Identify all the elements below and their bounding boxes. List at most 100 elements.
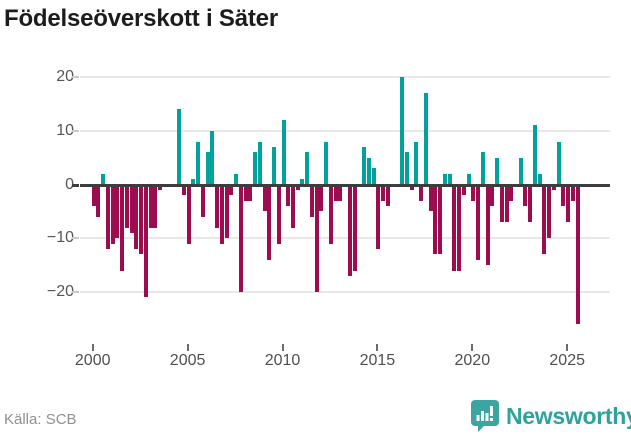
bar-2001-Q4: [124, 184, 129, 228]
bar-2017-Q4: [428, 184, 433, 212]
chart-title: Födelseöverskott i Säter: [4, 5, 278, 32]
bar-2005-Q1: [186, 184, 191, 244]
bar-2022-Q1: [509, 184, 514, 201]
newsworthy-badge-icon: [471, 400, 499, 432]
bar-2005-Q3: [196, 141, 201, 185]
bar-2013-Q3: [347, 184, 352, 276]
bar-2022-Q3: [518, 157, 523, 185]
bar-2005-Q4: [200, 184, 205, 217]
bar-2024-Q4: [561, 184, 566, 206]
bar-2007-Q4: [238, 184, 243, 292]
bar-2003-Q3: [158, 184, 163, 190]
bar-2012-Q3: [328, 184, 333, 244]
bar-2018-Q3: [442, 173, 447, 185]
y-axis-label-0: 0: [65, 175, 74, 193]
bar-2016-Q2: [400, 77, 405, 185]
x-tick-2010: [281, 344, 284, 351]
bar-2020-Q1: [471, 184, 476, 201]
bar-2011-Q4: [314, 184, 319, 292]
bar-2014-Q3: [366, 157, 371, 185]
gridline-y-20: [80, 291, 610, 293]
bar-2022-Q4: [523, 184, 528, 206]
bar-2006-Q4: [219, 184, 224, 244]
bar-2015-Q1: [376, 184, 381, 249]
bar-2002-Q2: [134, 184, 139, 249]
bar-2013-Q4: [352, 184, 357, 271]
bar-2009-Q3: [272, 146, 276, 185]
bar-2017-Q2: [419, 184, 424, 201]
bar-2004-Q4: [181, 184, 186, 196]
y-axis-label--20: −20: [46, 283, 74, 300]
y-tick-10: [72, 129, 79, 132]
bar-2002-Q1: [129, 184, 134, 233]
bar-2009-Q4: [276, 184, 281, 244]
y-tick-0: [72, 183, 79, 187]
bar-2017-Q3: [423, 93, 428, 185]
bar-2007-Q1: [224, 184, 229, 239]
x-tick-2005: [186, 344, 189, 351]
bar-2010-Q1: [281, 120, 286, 185]
bar-2000-Q1: [91, 184, 96, 206]
bar-2009-Q1: [262, 184, 267, 212]
y-tick--10: [72, 237, 79, 240]
x-axis-label-2010: 2010: [264, 352, 301, 369]
x-axis-label-2015: 2015: [359, 352, 396, 369]
x-tick-2000: [91, 344, 94, 351]
gridline-y-10: [80, 237, 610, 240]
y-axis-label-10: 10: [56, 121, 74, 139]
bar-2012-Q4: [333, 184, 338, 201]
x-tick-2020: [471, 344, 474, 351]
bar-2016-Q4: [409, 184, 414, 190]
bar-2012-Q1: [319, 184, 324, 212]
gridline-y20: [80, 76, 610, 78]
bar-2009-Q2: [267, 184, 272, 260]
plot-area: [80, 65, 610, 342]
x-axis-label-2025: 2025: [549, 352, 585, 369]
bar-2001-Q1: [110, 184, 115, 244]
bar-2007-Q3: [234, 173, 239, 185]
bar-2014-Q2: [362, 146, 367, 185]
bar-2008-Q3: [253, 152, 258, 185]
bar-2011-Q3: [309, 184, 314, 217]
x-axis-label-2020: 2020: [454, 352, 491, 369]
bar-2002-Q4: [143, 184, 148, 298]
bar-2006-Q3: [215, 184, 220, 228]
bar-2000-Q3: [101, 173, 106, 185]
bar-2023-Q2: [532, 125, 537, 185]
bar-2010-Q2: [286, 184, 291, 206]
bar-2023-Q3: [537, 173, 542, 185]
x-tick-2025: [566, 344, 569, 351]
bar-2024-Q1: [547, 184, 552, 239]
bar-2018-Q2: [438, 184, 443, 255]
bar-2005-Q2: [191, 179, 196, 185]
bar-2023-Q4: [542, 184, 547, 255]
bar-2021-Q4: [504, 184, 509, 223]
bar-2003-Q2: [153, 184, 158, 228]
x-axis-label-2000: 2000: [74, 352, 111, 369]
bar-2021-Q3: [499, 184, 504, 223]
bar-2008-Q1: [243, 184, 248, 201]
y-axis-label--10: −10: [46, 229, 74, 247]
x-tick-2015: [376, 344, 379, 351]
bar-2011-Q1: [300, 179, 305, 185]
bar-2001-Q2: [115, 184, 120, 239]
bar-2008-Q2: [248, 184, 253, 201]
bar-2020-Q2: [476, 184, 481, 260]
bar-2006-Q1: [205, 152, 210, 185]
bar-2006-Q2: [210, 130, 215, 185]
bar-2020-Q3: [480, 152, 485, 185]
brand-name: Newsworthy: [506, 403, 631, 429]
bar-2015-Q2: [381, 184, 386, 201]
bar-2016-Q3: [404, 152, 409, 185]
bar-2025-Q1: [566, 184, 571, 223]
y-tick--20: [72, 291, 79, 293]
bar-2025-Q3: [575, 184, 580, 325]
bar-2012-Q2: [324, 141, 329, 185]
zero-line: [80, 183, 610, 187]
bar-2000-Q2: [96, 184, 101, 217]
y-axis-label-20: 20: [56, 68, 74, 85]
bar-2015-Q3: [385, 184, 390, 206]
bar-2010-Q3: [290, 184, 295, 228]
brand-logo: Newsworthy: [470, 399, 631, 433]
bar-2017-Q1: [414, 141, 419, 185]
